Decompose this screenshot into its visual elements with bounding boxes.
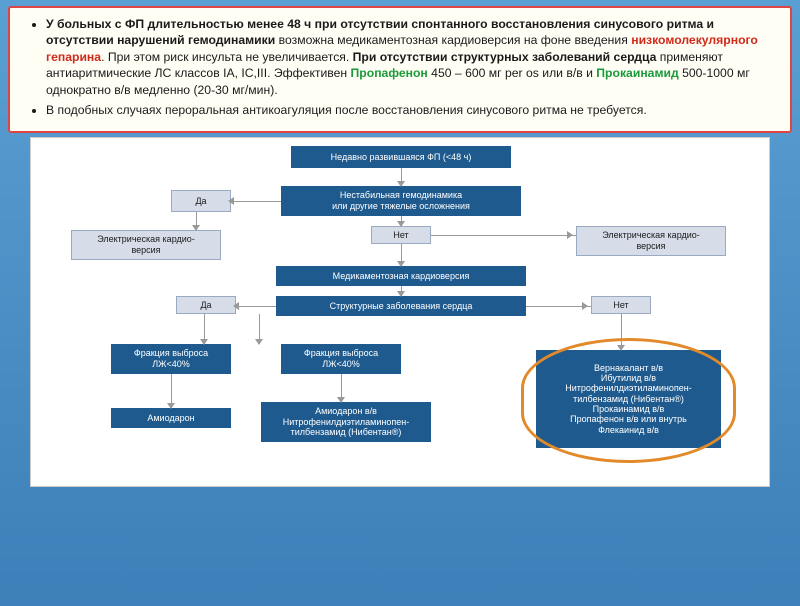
b1-run5: При отсутствии структурных заболеваний с…	[353, 50, 657, 64]
b1-run2: возможна медикаментозная кардиоверсия на…	[275, 33, 631, 47]
arrow-icon	[200, 339, 208, 345]
b1-run7: Пропафенон	[351, 66, 428, 80]
arrow-icon	[397, 291, 405, 297]
arrow-icon	[567, 231, 573, 239]
arrow-icon	[397, 181, 405, 187]
node-medcv: Медикаментозная кардиоверсия	[276, 266, 526, 286]
arrow-icon	[228, 197, 234, 205]
flowchart: Недавно развившаяся ФП (<48 ч) Нестабильн…	[30, 137, 770, 487]
b1-run9: Прокаинамид	[596, 66, 678, 80]
node-ekv_r: Электрическая кардио- версия	[576, 226, 726, 256]
node-ekv_l: Электрическая кардио- версия	[71, 230, 221, 260]
b1-run4: . При этом риск инсульта не увеличиваетс…	[101, 50, 353, 64]
arrow-icon	[255, 339, 263, 345]
node-amio_r: Амиодарон в/в Нитрофенилдиэтиламинопен- …	[261, 402, 431, 442]
node-ef_lt: Фракция выброса ЛЖ<40%	[111, 344, 231, 374]
text-panel: У больных с ФП длительностью менее 48 ч …	[8, 6, 792, 133]
node-struct: Структурные заболевания сердца	[276, 296, 526, 316]
node-da2: Да	[176, 296, 236, 314]
arrow-icon	[397, 261, 405, 267]
arrow-icon	[337, 397, 345, 403]
node-da1: Да	[171, 190, 231, 212]
arrow-icon	[617, 345, 625, 351]
node-ef_gt: Фракция выброса ЛЖ<40%	[281, 344, 401, 374]
node-net2: Нет	[591, 296, 651, 314]
arrow-icon	[167, 403, 175, 409]
node-amio_l: Амиодарон	[111, 408, 231, 428]
bullet-2: В подобных случаях пероральная антикоагу…	[46, 102, 776, 118]
connector	[236, 306, 276, 307]
arrow-icon	[233, 302, 239, 310]
node-right_list: Вернакалант в/в Ибутилид в/в Нитрофенилд…	[536, 350, 721, 448]
connector	[431, 235, 576, 236]
arrow-icon	[192, 225, 200, 231]
b1-run8: 450 – 600 мг per os или в/в и	[428, 66, 597, 80]
node-hemo: Нестабильная гемодинамика или другие тяж…	[281, 186, 521, 216]
arrow-icon	[397, 221, 405, 227]
node-net1: Нет	[371, 226, 431, 244]
node-top: Недавно развившаяся ФП (<48 ч)	[291, 146, 511, 168]
bullet-1: У больных с ФП длительностью менее 48 ч …	[46, 16, 776, 98]
connector	[231, 201, 281, 202]
arrow-icon	[582, 302, 588, 310]
